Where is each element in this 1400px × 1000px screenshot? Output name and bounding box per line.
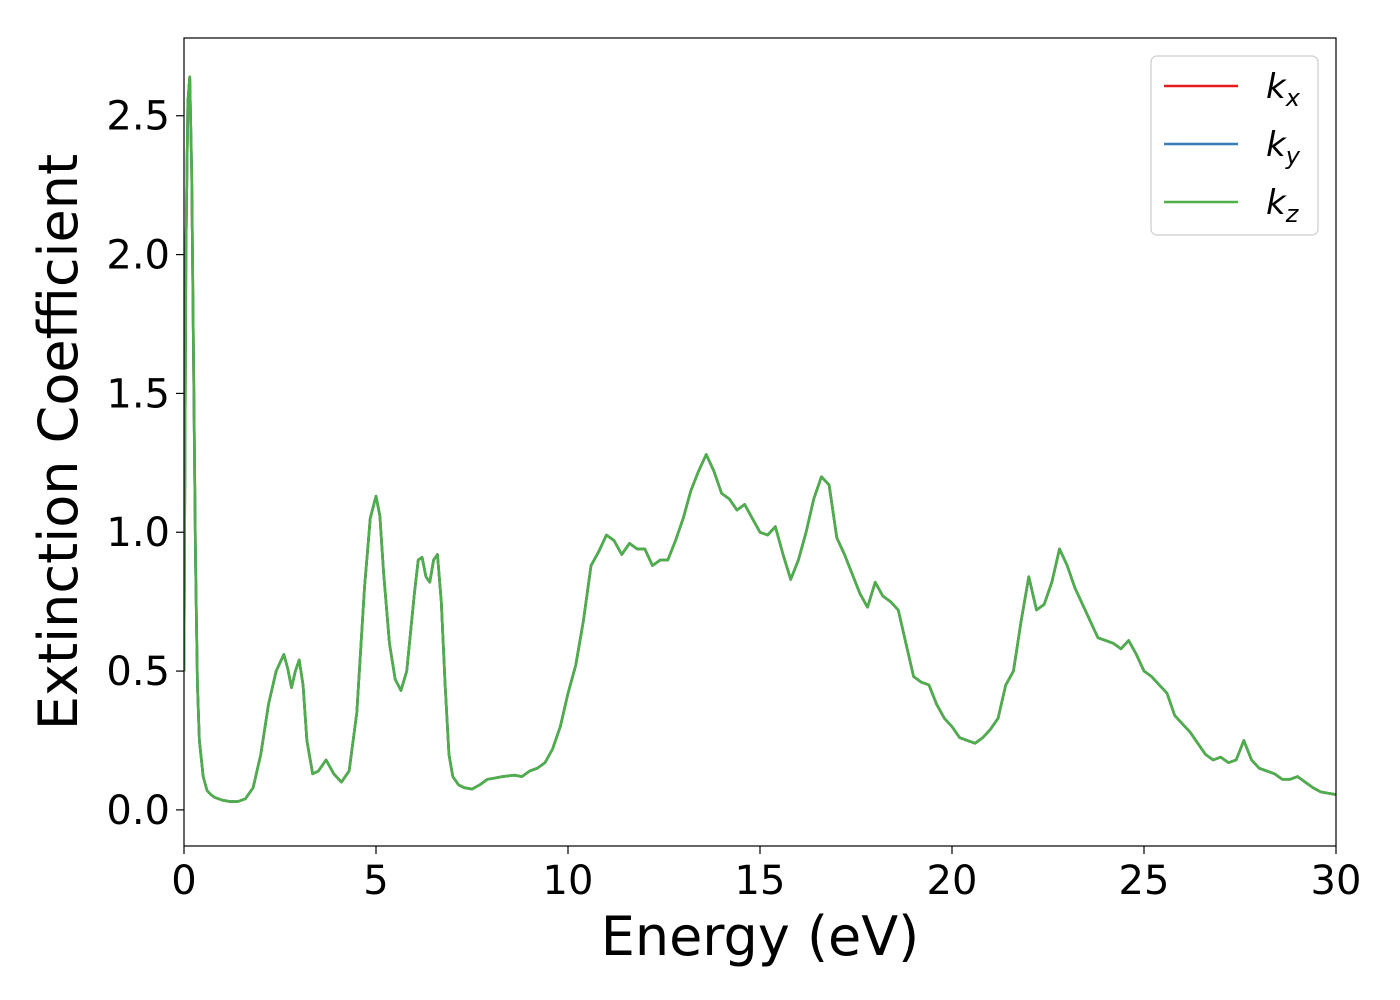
legend-label-base: k bbox=[1266, 125, 1287, 165]
legend-label-subscript: x bbox=[1285, 84, 1301, 112]
y-tick-label: 0.5 bbox=[106, 649, 170, 695]
x-tick-label: 5 bbox=[363, 858, 388, 904]
legend-label-ky: ky bbox=[1266, 125, 1301, 170]
y-axis-ticks: 0.0 0.5 1.0 1.5 2.0 2.5 bbox=[106, 94, 184, 834]
legend-label-subscript: y bbox=[1285, 142, 1301, 170]
x-axis-ticks: 0 5 10 15 20 25 30 bbox=[171, 846, 1361, 904]
x-tick-label: 20 bbox=[927, 858, 978, 904]
y-tick-label: 1.5 bbox=[106, 371, 170, 417]
legend-label-subscript: z bbox=[1285, 200, 1300, 228]
legend-label-kz: kz bbox=[1266, 183, 1300, 228]
plot-lines bbox=[184, 75, 1336, 803]
x-tick-label: 15 bbox=[735, 858, 786, 904]
y-tick-label: 0.0 bbox=[106, 788, 170, 834]
y-tick-label: 1.0 bbox=[106, 510, 170, 556]
y-tick-label: 2.5 bbox=[106, 94, 170, 140]
legend-label-base: k bbox=[1266, 67, 1287, 107]
x-tick-label: 0 bbox=[171, 858, 196, 904]
series-line-kz bbox=[184, 75, 1336, 803]
y-axis-title: Extinction Coefficient bbox=[27, 154, 90, 730]
x-tick-label: 25 bbox=[1119, 858, 1170, 904]
x-tick-label: 10 bbox=[543, 858, 594, 904]
legend-box bbox=[1150, 55, 1319, 236]
legend-label-base: k bbox=[1266, 183, 1287, 223]
x-axis-title: Energy (eV) bbox=[601, 905, 920, 968]
y-tick-label: 2.0 bbox=[106, 233, 170, 279]
x-tick-label: 30 bbox=[1311, 858, 1362, 904]
legend-label-kx: kx bbox=[1266, 67, 1301, 112]
